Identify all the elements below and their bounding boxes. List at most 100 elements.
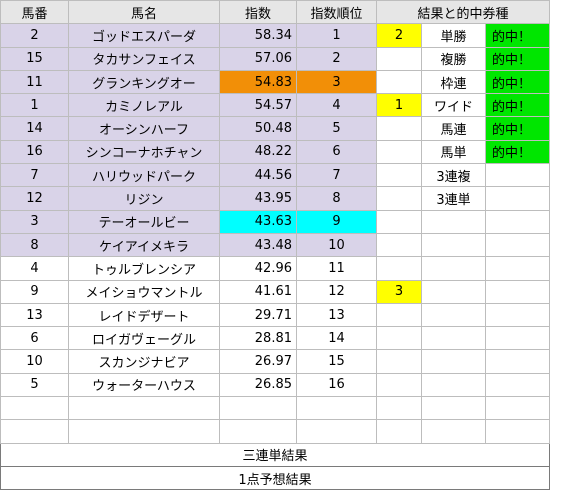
rank-cell[interactable]: 12 bbox=[296, 279, 377, 304]
rank-cell[interactable]: 9 bbox=[296, 209, 377, 234]
bet-type-cell[interactable] bbox=[421, 256, 486, 281]
empty-cell[interactable] bbox=[485, 396, 550, 421]
horse-number-cell[interactable]: 12 bbox=[0, 186, 69, 211]
hit-cell[interactable] bbox=[485, 326, 550, 351]
hit-cell[interactable] bbox=[485, 372, 550, 398]
header-results[interactable]: 結果と的中券種 bbox=[376, 0, 550, 25]
bet-type-cell[interactable] bbox=[421, 349, 486, 374]
horse-name-cell[interactable]: ウォーターハウス bbox=[68, 372, 220, 398]
index-cell[interactable]: 50.48 bbox=[219, 116, 297, 141]
index-cell[interactable]: 29.71 bbox=[219, 302, 297, 328]
horse-name-cell[interactable]: メイショウマントル bbox=[68, 279, 220, 304]
empty-cell[interactable] bbox=[421, 396, 486, 421]
horse-number-cell[interactable]: 2 bbox=[0, 23, 69, 48]
rank-cell[interactable]: 3 bbox=[296, 69, 377, 95]
horse-number-cell[interactable]: 15 bbox=[0, 46, 69, 71]
horse-name-cell[interactable]: カミノレアル bbox=[68, 93, 220, 118]
bet-type-cell[interactable] bbox=[421, 232, 486, 258]
index-cell[interactable]: 54.83 bbox=[219, 69, 297, 95]
horse-name-cell[interactable]: ロイガヴェーグル bbox=[68, 326, 220, 351]
empty-cell[interactable] bbox=[219, 419, 297, 444]
horse-name-cell[interactable]: トゥルブレンシア bbox=[68, 256, 220, 281]
result-mark-cell[interactable] bbox=[376, 232, 422, 258]
bet-type-cell[interactable]: 馬連 bbox=[421, 116, 486, 141]
rank-cell[interactable]: 4 bbox=[296, 93, 377, 118]
hit-cell[interactable] bbox=[485, 256, 550, 281]
bet-type-cell[interactable] bbox=[421, 302, 486, 328]
header-rank[interactable]: 指数順位 bbox=[296, 0, 377, 25]
rank-cell[interactable]: 11 bbox=[296, 256, 377, 281]
index-cell[interactable]: 54.57 bbox=[219, 93, 297, 118]
hit-cell[interactable]: 的中！ bbox=[485, 69, 550, 95]
index-cell[interactable]: 58.34 bbox=[219, 23, 297, 48]
horse-name-cell[interactable]: レイドデザート bbox=[68, 302, 220, 328]
rank-cell[interactable]: 5 bbox=[296, 116, 377, 141]
hit-cell[interactable] bbox=[485, 186, 550, 211]
horse-number-cell[interactable]: 1 bbox=[0, 93, 69, 118]
rank-cell[interactable]: 14 bbox=[296, 326, 377, 351]
horse-number-cell[interactable]: 13 bbox=[0, 302, 69, 328]
horse-name-cell[interactable]: スカンジナビア bbox=[68, 349, 220, 374]
hit-cell[interactable]: 的中！ bbox=[485, 139, 550, 165]
result-mark-cell[interactable] bbox=[376, 163, 422, 188]
bet-type-cell[interactable]: 枠連 bbox=[421, 69, 486, 95]
bet-type-cell[interactable]: 3連単 bbox=[421, 186, 486, 211]
empty-cell[interactable] bbox=[0, 396, 69, 421]
bet-type-cell[interactable] bbox=[421, 372, 486, 398]
index-cell[interactable]: 43.95 bbox=[219, 186, 297, 211]
horse-name-cell[interactable]: ハリウッドパーク bbox=[68, 163, 220, 188]
hit-cell[interactable]: 的中！ bbox=[485, 116, 550, 141]
horse-name-cell[interactable]: シンコーナホチャン bbox=[68, 139, 220, 165]
horse-number-cell[interactable]: 11 bbox=[0, 69, 69, 95]
rank-cell[interactable]: 2 bbox=[296, 46, 377, 71]
horse-number-cell[interactable]: 9 bbox=[0, 279, 69, 304]
bet-type-cell[interactable] bbox=[421, 209, 486, 234]
empty-cell[interactable] bbox=[68, 419, 220, 444]
hit-cell[interactable]: 的中！ bbox=[485, 93, 550, 118]
horse-name-cell[interactable]: テーオールビー bbox=[68, 209, 220, 234]
empty-cell[interactable] bbox=[296, 419, 377, 444]
horse-number-cell[interactable]: 16 bbox=[0, 139, 69, 165]
result-mark-cell[interactable] bbox=[376, 256, 422, 281]
bet-type-cell[interactable]: 3連複 bbox=[421, 163, 486, 188]
hit-cell[interactable] bbox=[485, 209, 550, 234]
horse-name-cell[interactable]: ケイアイメキラ bbox=[68, 232, 220, 258]
empty-cell[interactable] bbox=[376, 396, 422, 421]
hit-cell[interactable] bbox=[485, 349, 550, 374]
horse-number-cell[interactable]: 4 bbox=[0, 256, 69, 281]
result-mark-cell[interactable] bbox=[376, 326, 422, 351]
empty-cell[interactable] bbox=[0, 419, 69, 444]
horse-number-cell[interactable]: 7 bbox=[0, 163, 69, 188]
result-mark-cell[interactable] bbox=[376, 349, 422, 374]
rank-cell[interactable]: 6 bbox=[296, 139, 377, 165]
result-mark-cell[interactable]: 2 bbox=[376, 23, 422, 48]
hit-cell[interactable] bbox=[485, 279, 550, 304]
horse-number-cell[interactable]: 6 bbox=[0, 326, 69, 351]
rank-cell[interactable]: 7 bbox=[296, 163, 377, 188]
hit-cell[interactable]: 的中！ bbox=[485, 46, 550, 71]
hit-cell[interactable]: 的中！ bbox=[485, 23, 550, 48]
index-cell[interactable]: 26.97 bbox=[219, 349, 297, 374]
horse-name-cell[interactable]: グランキングオー bbox=[68, 69, 220, 95]
index-cell[interactable]: 42.96 bbox=[219, 256, 297, 281]
empty-cell[interactable] bbox=[421, 419, 486, 444]
one-point-result-cell[interactable]: 1点予想結果 bbox=[0, 465, 550, 490]
index-cell[interactable]: 26.85 bbox=[219, 372, 297, 398]
horse-name-cell[interactable]: リジン bbox=[68, 186, 220, 211]
trifecta-result-cell[interactable]: 三連単結果 bbox=[0, 442, 550, 467]
rank-cell[interactable]: 1 bbox=[296, 23, 377, 48]
horse-name-cell[interactable]: ゴッドエスパーダ bbox=[68, 23, 220, 48]
result-mark-cell[interactable] bbox=[376, 186, 422, 211]
result-mark-cell[interactable] bbox=[376, 302, 422, 328]
empty-cell[interactable] bbox=[68, 396, 220, 421]
result-mark-cell[interactable] bbox=[376, 116, 422, 141]
empty-cell[interactable] bbox=[219, 396, 297, 421]
bet-type-cell[interactable]: 馬単 bbox=[421, 139, 486, 165]
header-index[interactable]: 指数 bbox=[219, 0, 297, 25]
result-mark-cell[interactable] bbox=[376, 139, 422, 165]
result-mark-cell[interactable]: 3 bbox=[376, 279, 422, 304]
bet-type-cell[interactable]: ワイド bbox=[421, 93, 486, 118]
hit-cell[interactable] bbox=[485, 163, 550, 188]
horse-name-cell[interactable]: オーシンハーフ bbox=[68, 116, 220, 141]
index-cell[interactable]: 57.06 bbox=[219, 46, 297, 71]
